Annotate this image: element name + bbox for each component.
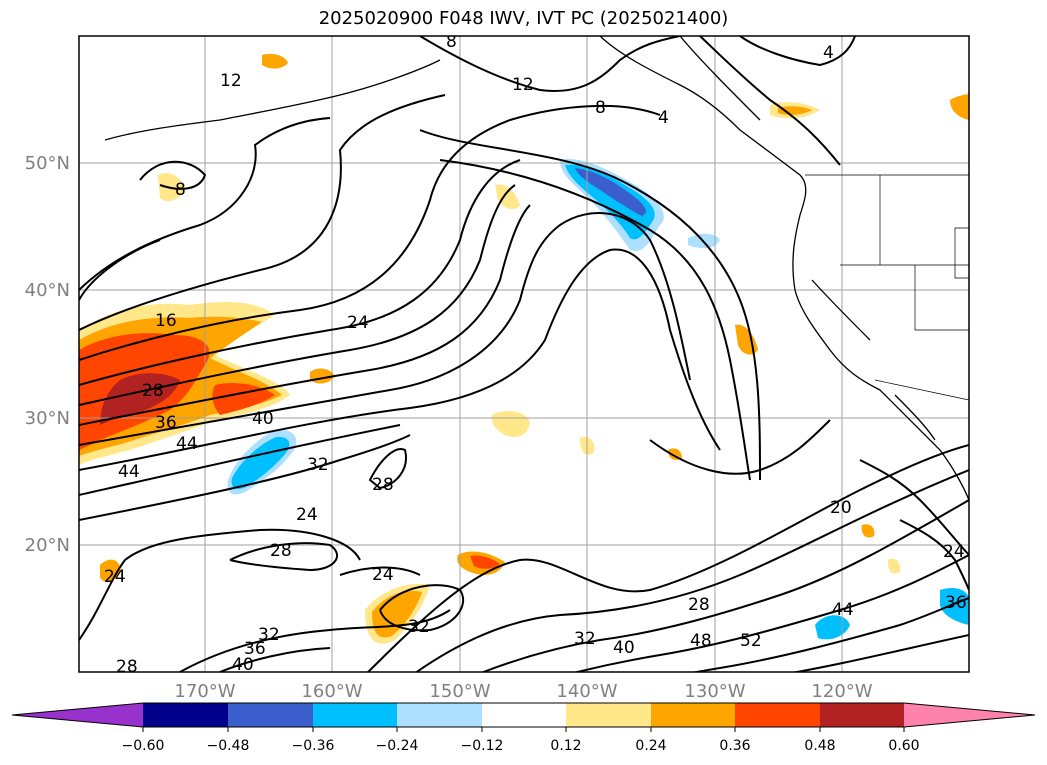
contour-label: 24 bbox=[347, 313, 369, 333]
colorbar-swatch bbox=[820, 703, 904, 727]
contour-label: 44 bbox=[118, 462, 140, 482]
lon-axis-labels: 170°W 160°W 150°W 140°W 130°W 120°W bbox=[174, 681, 872, 702]
lat-label: 40°N bbox=[25, 280, 70, 301]
contour-label: 4 bbox=[823, 43, 834, 63]
colorbar-tick-label: 0.48 bbox=[804, 738, 835, 754]
contour-label: 44 bbox=[832, 600, 854, 620]
contour-label: 24 bbox=[372, 565, 394, 585]
contour-label: 8 bbox=[595, 98, 606, 118]
coastlines bbox=[104, 36, 969, 501]
colorbar: −0.60 −0.48 −0.36 −0.24 −0.12 0.12 0.24 … bbox=[11, 702, 1036, 754]
lon-label: 170°W bbox=[174, 681, 235, 702]
lat-label: 20°N bbox=[25, 535, 70, 556]
contour-label: 32 bbox=[574, 629, 596, 649]
contour-label: 28 bbox=[270, 541, 292, 561]
map-title: 2025020900 F048 IWV, IVT PC (2025021400) bbox=[318, 8, 729, 29]
contour-label: 32 bbox=[307, 455, 329, 475]
contour-label: 28 bbox=[116, 657, 138, 677]
colorbar-tick-label: −0.12 bbox=[461, 738, 504, 754]
lat-label: 30°N bbox=[25, 408, 70, 429]
colorbar-tick-label: −0.48 bbox=[207, 738, 250, 754]
colorbar-swatch bbox=[228, 703, 313, 727]
contour-label: 40 bbox=[613, 638, 635, 658]
contour-label: 36 bbox=[945, 593, 967, 613]
contour-label: 24 bbox=[296, 505, 318, 525]
contour-label: 24 bbox=[943, 542, 965, 562]
colorbar-swatch bbox=[566, 703, 651, 727]
contour-label: 40 bbox=[232, 655, 254, 675]
contour-label: 36 bbox=[155, 413, 177, 433]
colorbar-swatch bbox=[651, 703, 735, 727]
contour-label: 40 bbox=[252, 409, 274, 429]
contour-label: 8 bbox=[446, 32, 457, 52]
contour-label: 12 bbox=[512, 75, 534, 95]
lon-label: 130°W bbox=[684, 681, 745, 702]
contour-label: 36 bbox=[244, 639, 266, 659]
colorbar-tick-label: 0.60 bbox=[888, 738, 919, 754]
colorbar-swatch bbox=[482, 703, 566, 727]
lat-label: 50°N bbox=[25, 153, 70, 174]
contour-labels: 12 12 8 4 4 8 8 16 24 28 36 40 44 44 32 … bbox=[104, 32, 967, 677]
political-borders bbox=[805, 174, 969, 401]
lon-label: 120°W bbox=[811, 681, 872, 702]
contour-label: 28 bbox=[372, 475, 394, 495]
contour-label: 32 bbox=[408, 617, 430, 637]
colorbar-tick-label: −0.60 bbox=[122, 738, 165, 754]
colorbar-tick-label: −0.24 bbox=[376, 738, 419, 754]
colorbar-swatch bbox=[397, 703, 482, 727]
colorbar-left-extension bbox=[12, 703, 143, 727]
contour-label: 24 bbox=[104, 567, 126, 587]
contour-label: 20 bbox=[830, 498, 852, 518]
contour-label: 32 bbox=[258, 625, 280, 645]
lon-label: 150°W bbox=[429, 681, 490, 702]
colorbar-tick-label: 0.36 bbox=[719, 738, 750, 754]
colorbar-swatch bbox=[735, 703, 820, 727]
iwv-contours bbox=[79, 36, 969, 672]
colorbar-swatch bbox=[313, 703, 397, 727]
lon-label: 160°W bbox=[301, 681, 362, 702]
colorbar-tick-label: 0.24 bbox=[635, 738, 666, 754]
colorbar-right-extension bbox=[904, 703, 1035, 727]
contour-label: 48 bbox=[690, 631, 712, 651]
contour-label: 44 bbox=[176, 434, 198, 454]
lat-axis-labels: 50°N 40°N 30°N 20°N bbox=[25, 153, 70, 556]
lon-label: 140°W bbox=[556, 681, 617, 702]
colorbar-swatch bbox=[143, 703, 228, 727]
contour-label: 4 bbox=[658, 108, 669, 128]
contour-label: 28 bbox=[688, 595, 710, 615]
map-border bbox=[78, 35, 970, 673]
colorbar-tick-label: −0.36 bbox=[292, 738, 335, 754]
contour-label: 52 bbox=[740, 631, 762, 651]
contour-label: 28 bbox=[142, 381, 164, 401]
contour-label: 16 bbox=[155, 311, 177, 331]
contour-label: 8 bbox=[175, 180, 186, 200]
contour-label: 12 bbox=[220, 71, 242, 91]
colorbar-tick-label: 0.12 bbox=[550, 738, 581, 754]
